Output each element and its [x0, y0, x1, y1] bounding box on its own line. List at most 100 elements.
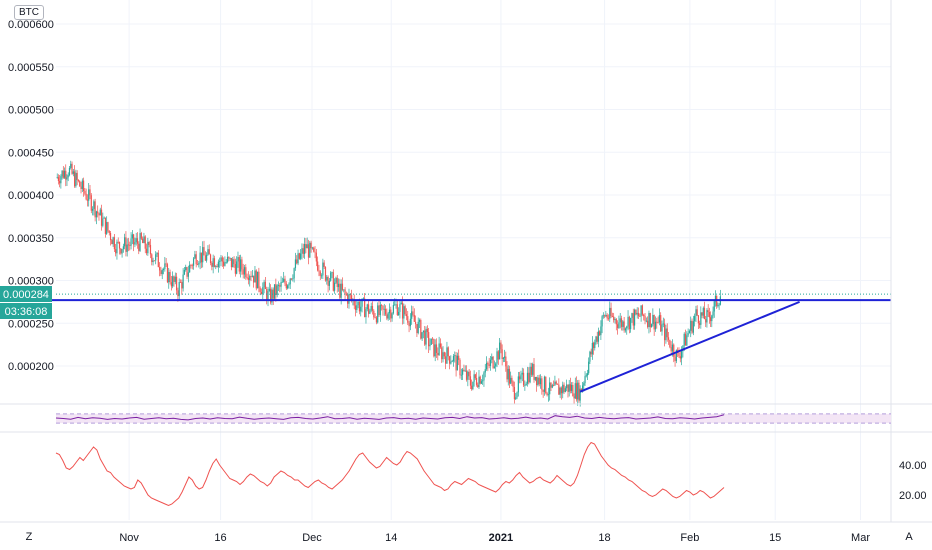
candle-body — [79, 180, 81, 187]
candle-body — [283, 278, 285, 282]
candle-body — [256, 271, 259, 289]
candle-body — [434, 344, 436, 357]
candle-body — [585, 375, 587, 377]
candle-body — [117, 241, 119, 243]
candle-body — [617, 324, 619, 329]
candle-body — [471, 385, 473, 390]
candle-body — [215, 266, 217, 267]
candle-body — [77, 180, 80, 181]
candle-body — [667, 337, 670, 340]
candle-body — [479, 376, 481, 384]
candle-body — [705, 319, 707, 323]
candle-body — [594, 342, 596, 349]
candle-body — [149, 244, 152, 255]
price-axis[interactable]: 0.000600 0.000550 0.000500 0.000450 0.000400… — [8, 19, 54, 373]
candle-body — [472, 381, 474, 390]
candle-body — [426, 328, 428, 333]
candle-body — [656, 321, 658, 323]
candle-body — [489, 359, 492, 366]
candle-body — [199, 252, 201, 264]
candle-body — [237, 257, 239, 262]
candle-body — [71, 163, 73, 174]
candle-body — [67, 175, 69, 178]
candle-body — [61, 170, 63, 177]
candle-body — [660, 315, 662, 332]
candle-body — [633, 309, 636, 326]
candle-body — [703, 307, 706, 320]
candle-body — [209, 254, 212, 263]
candle-body — [331, 272, 333, 274]
oscillator-axis[interactable]: 40.00 20.00 — [899, 460, 927, 502]
candle-body — [445, 356, 447, 364]
candle-body — [213, 258, 216, 267]
candle-body — [678, 352, 680, 357]
candle-body — [632, 313, 634, 326]
candle-body — [135, 238, 137, 243]
price-tick-label: 0.000550 — [8, 62, 54, 74]
symbol-badge[interactable]: BTC — [14, 5, 44, 20]
candle-body — [134, 242, 136, 245]
candle-body — [302, 248, 304, 254]
candle-body — [366, 304, 368, 310]
countdown-badge-bg — [0, 303, 52, 319]
candle-body — [130, 238, 132, 246]
candle-body — [502, 357, 504, 359]
candle-body — [208, 249, 210, 255]
auto-zoom-button[interactable]: Z — [25, 531, 33, 543]
candle-body — [181, 282, 183, 289]
candle-body — [223, 261, 225, 266]
candle-body — [414, 321, 417, 325]
candle-body — [287, 285, 289, 289]
candle-body — [84, 191, 86, 194]
candle-body — [603, 315, 606, 317]
candle-body — [533, 363, 535, 380]
candle-body — [707, 310, 709, 313]
candle-body — [607, 318, 610, 320]
candle-body — [239, 259, 242, 272]
candle-body — [351, 295, 353, 300]
candle-body — [469, 376, 472, 386]
candle-body — [618, 322, 620, 329]
candle-body — [225, 261, 227, 263]
candle-body — [360, 306, 362, 312]
candle-body — [160, 270, 162, 275]
candle-body — [234, 264, 236, 274]
candlestick-series — [56, 160, 721, 407]
candle-body — [441, 347, 443, 360]
candle-body — [503, 356, 506, 358]
candle-body — [635, 309, 637, 315]
candle-body — [589, 351, 591, 362]
candle-body — [153, 260, 155, 262]
candle-body — [74, 171, 76, 187]
candle-body — [377, 305, 379, 323]
candle-body — [622, 321, 624, 327]
time-tick-label: 15 — [769, 532, 781, 544]
candle-body — [374, 317, 376, 319]
candle-body — [679, 356, 681, 359]
candle-body — [592, 342, 595, 349]
candle-body — [138, 243, 140, 251]
auto-scale-button[interactable]: A — [905, 531, 913, 543]
candle-body — [94, 201, 96, 218]
time-tick-label: 2021 — [489, 532, 513, 544]
time-axis[interactable]: Nov 16 Dec 14 2021 18 Feb 15 Mar — [119, 532, 870, 544]
candle-body — [711, 315, 713, 322]
candle-body — [631, 313, 633, 318]
candle-body — [579, 388, 581, 401]
candle-body — [356, 305, 358, 311]
ascending-trendline[interactable] — [579, 300, 800, 393]
candle-body — [413, 315, 415, 322]
candle-body — [702, 307, 704, 316]
candle-body — [546, 392, 548, 396]
candle-body — [68, 167, 71, 176]
candle-body — [684, 333, 687, 346]
candle-body — [121, 249, 123, 254]
candle-body — [464, 370, 466, 372]
candle-body — [424, 330, 426, 345]
candle-body — [515, 397, 517, 400]
candle-body — [569, 384, 572, 391]
candle-body — [115, 249, 117, 254]
candle-body — [217, 261, 219, 268]
candle-body — [348, 293, 350, 304]
